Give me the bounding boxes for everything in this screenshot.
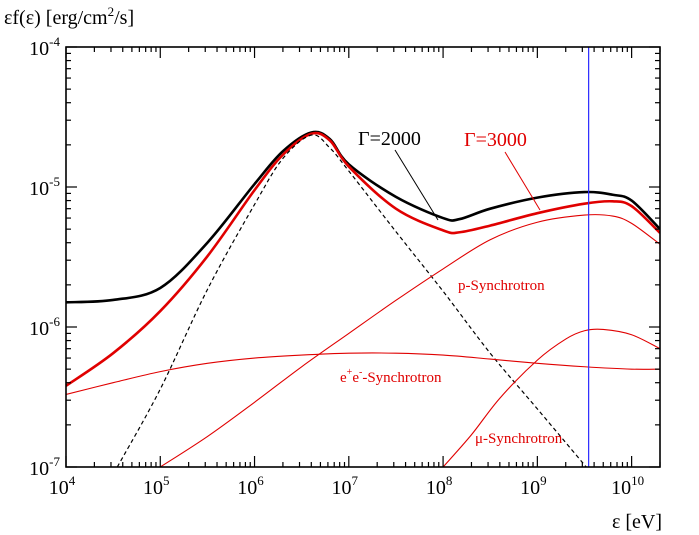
e-synchrotron-label: e+e--Synchrotron — [340, 367, 442, 386]
gamma-2000-pointer — [394, 149, 439, 221]
x-tick-label: 106 — [237, 473, 264, 499]
x-axis-label: ε [eV] — [612, 511, 662, 533]
series-layer — [66, 130, 660, 467]
x-tick-label: 109 — [520, 473, 547, 499]
p-synchrotron-label: p-Synchrotron — [458, 278, 545, 294]
gamma-3000-label: Γ=3000 — [464, 129, 527, 151]
series-sync-dashed — [116, 134, 587, 467]
plot-frame — [65, 46, 661, 468]
series-total-3000 — [66, 131, 660, 387]
gamma-3000-pointer — [504, 151, 541, 211]
x-tick-label: 105 — [143, 473, 170, 499]
series-mu-synchrotron — [442, 328, 660, 467]
x-tick-label: 107 — [332, 473, 359, 499]
mu-synchrotron-label: μ-Synchrotron — [475, 431, 563, 447]
tick-layer — [65, 46, 661, 468]
y-tick-label: 10-6 — [29, 314, 60, 340]
y-tick-label: 10-5 — [29, 174, 60, 200]
x-tick-label: 104 — [49, 473, 76, 499]
series-e-synchrotron — [66, 352, 660, 395]
y-axis-label: εf(ε) [erg/cm2/s] — [4, 4, 134, 29]
series-p-synchrotron — [159, 214, 660, 467]
tick-label-layer: 104 105 106 107 108 109 1010 10-7 10-6 10-5 10-4 — [29, 34, 644, 499]
gamma-2000-label: Γ=2000 — [358, 128, 421, 150]
y-tick-label: 10-4 — [29, 34, 60, 60]
y-tick-label: 10-7 — [29, 454, 60, 480]
series-total-2000 — [66, 130, 660, 304]
x-tick-label: 1010 — [611, 473, 644, 499]
x-tick-label: 108 — [426, 473, 453, 499]
